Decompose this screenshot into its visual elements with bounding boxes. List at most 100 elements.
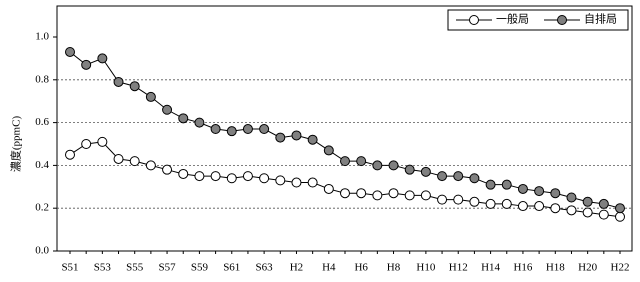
- data-point: [178, 168, 189, 179]
- data-point: [437, 194, 448, 205]
- data-point: [501, 198, 512, 209]
- data-point: [340, 156, 350, 167]
- data-point: [97, 136, 108, 147]
- data-point: [388, 160, 399, 171]
- data-point: [65, 149, 75, 160]
- data-point: [469, 173, 480, 184]
- legend-marker: [469, 15, 479, 25]
- data-point: [226, 173, 237, 184]
- data-point: [178, 113, 189, 124]
- y-tick-label: 0.6: [35, 116, 49, 128]
- x-tick-label: S53: [94, 262, 112, 274]
- data-point: [453, 171, 464, 182]
- data-point: [615, 211, 625, 222]
- data-point: [194, 171, 205, 182]
- y-tick-label: 1.0: [35, 31, 49, 43]
- data-point: [145, 91, 156, 102]
- x-tick-label: H18: [546, 262, 565, 274]
- x-tick-label: H2: [290, 262, 303, 274]
- x-tick-label: S59: [191, 262, 209, 274]
- x-tick-label: H22: [611, 262, 630, 274]
- data-point: [81, 59, 92, 70]
- data-point: [420, 190, 431, 201]
- data-point: [210, 171, 221, 182]
- data-point: [485, 179, 496, 190]
- data-point: [129, 81, 140, 92]
- y-tick-label: 0.8: [35, 73, 49, 85]
- data-point: [323, 145, 334, 156]
- y-tick-label: 0.4: [35, 159, 49, 171]
- y-axis-label: 濃度(ppmC): [9, 116, 23, 173]
- data-point: [598, 198, 609, 209]
- data-point: [226, 126, 237, 137]
- data-point: [420, 166, 431, 177]
- data-point: [97, 53, 108, 64]
- data-point: [259, 173, 270, 184]
- data-point: [65, 46, 75, 57]
- data-point: [517, 183, 528, 194]
- data-point: [81, 139, 92, 149]
- data-point: [404, 164, 415, 175]
- data-point: [242, 171, 253, 182]
- x-tick-label: S57: [158, 262, 176, 274]
- x-tick-label: H12: [449, 262, 468, 274]
- data-point: [615, 203, 625, 214]
- x-tick-label: H8: [387, 262, 401, 274]
- data-point: [566, 192, 577, 203]
- data-point: [404, 190, 415, 201]
- data-point: [129, 156, 140, 167]
- x-tick-label: H16: [513, 262, 532, 274]
- data-point: [194, 117, 205, 128]
- data-point: [210, 124, 221, 135]
- data-point: [307, 177, 318, 188]
- x-tick-label: H14: [481, 262, 500, 274]
- x-tick-label: S55: [126, 262, 144, 274]
- legend-box: [447, 9, 629, 31]
- data-point: [356, 188, 367, 199]
- series-line: [69, 51, 621, 209]
- legend-label: 自排局: [584, 12, 617, 26]
- data-point: [340, 188, 350, 199]
- data-point: [372, 160, 383, 171]
- y-tick-label: 0.2: [35, 202, 49, 214]
- data-point: [291, 130, 302, 141]
- data-point: [550, 203, 561, 214]
- x-tick-label: H10: [416, 262, 435, 274]
- data-point: [372, 190, 383, 201]
- x-tick-label: H20: [578, 262, 597, 274]
- y-tick-label: 0.0: [35, 245, 49, 257]
- x-tick-label: S61: [223, 262, 240, 274]
- data-point: [323, 183, 334, 194]
- data-point: [453, 194, 464, 205]
- data-point: [291, 177, 302, 188]
- legend-marker: [557, 15, 567, 25]
- data-point: [307, 134, 318, 145]
- data-point: [566, 205, 577, 216]
- legend-label: 一般局: [496, 13, 529, 26]
- data-point: [550, 188, 561, 199]
- data-point: [145, 160, 156, 171]
- data-point: [517, 201, 528, 212]
- plot-frame: [56, 5, 633, 252]
- data-point: [162, 164, 173, 175]
- data-point: [356, 156, 367, 167]
- data-point: [582, 196, 593, 207]
- data-point: [501, 179, 512, 190]
- x-tick-label: H6: [354, 262, 368, 274]
- x-tick-label: S51: [61, 262, 78, 274]
- data-point: [534, 186, 545, 197]
- data-point: [162, 104, 173, 115]
- x-tick-label: S63: [256, 262, 274, 274]
- data-point: [469, 196, 480, 207]
- data-point: [598, 209, 609, 220]
- data-point: [388, 188, 399, 199]
- data-point: [275, 132, 286, 143]
- data-point: [113, 153, 124, 164]
- data-point: [485, 198, 496, 209]
- data-point: [259, 124, 270, 135]
- data-point: [242, 124, 253, 135]
- data-point: [582, 207, 593, 218]
- x-tick-label: H4: [322, 262, 336, 274]
- data-point: [275, 175, 286, 186]
